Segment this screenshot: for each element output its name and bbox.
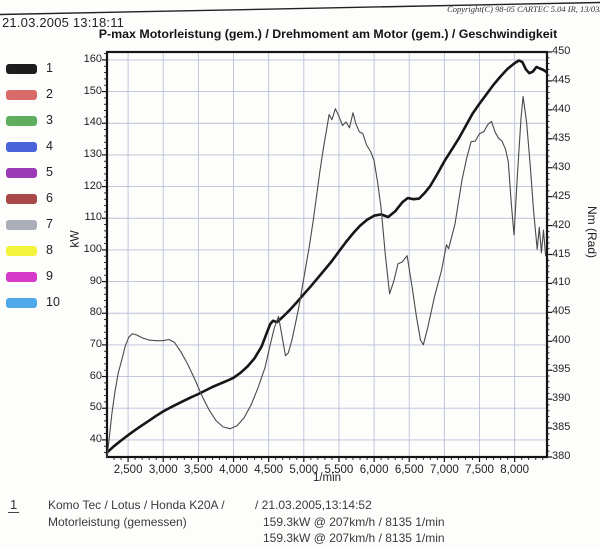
footnote-peak-result: 159.3kW @ 207km/h / 8135 1/min [263, 514, 445, 529]
x-axis-label: 1/min [312, 472, 342, 484]
x-tick-label: 7,500 [465, 464, 494, 476]
legend-run-number: 1 [46, 61, 53, 75]
y-right-tick-label: 425 [552, 189, 571, 202]
y-right-tick-label: 445 [552, 73, 571, 86]
x-tick-label: 6,500 [394, 464, 424, 476]
y-left-tick-label: 160 [83, 52, 102, 65]
y-right-tick-label: 410 [552, 276, 571, 289]
legend-item: 5 [6, 164, 76, 190]
legend-item: 9 [6, 268, 76, 294]
legend-color-swatch [6, 246, 37, 256]
chart-title: P-max Motorleistung (gem.) / Drehmoment … [98, 27, 558, 41]
legend-item: 10 [6, 294, 76, 320]
legend-run-number: 7 [46, 217, 53, 231]
legend-run-number: 4 [46, 139, 53, 153]
legend-color-swatch [6, 220, 37, 230]
legend-run-number: 2 [46, 87, 53, 101]
y-left-tick-label: 70 [89, 337, 102, 350]
run-legend: 1 2 3 4 5 6 7 8 9 10 [6, 60, 76, 320]
x-tick-label: 3,000 [148, 464, 178, 476]
x-tick-label: 6,000 [359, 464, 389, 476]
footnote-vehicle-line2: Motorleistung (gemessen) [48, 515, 187, 529]
y-right-tick-label: 390 [552, 392, 571, 405]
y-left-tick-label: 100 [83, 242, 102, 255]
y-left-tick-label: 60 [89, 369, 102, 382]
y-right-tick-label: 380 [552, 450, 571, 462]
legend-color-swatch [6, 142, 37, 152]
dyno-chart [0, 1, 600, 462]
legend-run-number: 3 [46, 113, 53, 127]
y-left-tick-label: 110 [84, 211, 102, 224]
y-right-tick-label: 450 [552, 45, 571, 57]
x-tick-label: 5,500 [324, 464, 354, 476]
run-number: 1 [8, 497, 20, 513]
legend-item: 3 [6, 112, 76, 138]
legend-run-number: 9 [46, 269, 53, 283]
legend-item: 1 [6, 60, 76, 86]
legend-item: 8 [6, 242, 76, 268]
legend-color-swatch [6, 116, 37, 126]
legend-color-swatch [6, 298, 37, 308]
legend-item: 6 [6, 190, 76, 216]
y-right-tick-label: 405 [552, 305, 571, 318]
legend-run-number: 8 [46, 243, 53, 257]
y-right-tick-label: 430 [552, 160, 571, 173]
y-left-tick-label: 90 [89, 274, 102, 287]
y-left-tick-label: 40 [89, 432, 102, 445]
footnote-clipped-line: 159.3kW @ 207km/h / 8135 1/min [263, 531, 445, 545]
x-tick-label: 3,500 [183, 464, 213, 476]
x-tick-label: 8,000 [500, 464, 530, 476]
curve-torque [106, 95, 547, 458]
footnote-vehicle-line1: Komo Tec / Lotus / Honda K20A / [48, 498, 225, 512]
legend-item: 2 [6, 86, 76, 112]
legend-item: 7 [6, 216, 76, 242]
legend-color-swatch [6, 272, 37, 282]
footnote-results: / 21.03.2005,13:14:52 159.3kW @ 207km/h … [255, 497, 445, 547]
footnote-vehicle: Komo Tec / Lotus / Honda K20A / Motorlei… [48, 497, 225, 531]
legend-color-swatch [6, 64, 37, 74]
y-right-tick-label: 395 [552, 363, 571, 376]
legend-run-number: 5 [46, 165, 53, 179]
curve-power [105, 59, 548, 454]
x-tick-label: 2,500 [113, 464, 143, 476]
y-right-tick-label: 385 [552, 421, 571, 434]
footnote-run-datetime: / 21.03.2005,13:14:52 [255, 498, 372, 512]
x-tick-label: 7,000 [429, 464, 459, 476]
legend-color-swatch [6, 194, 37, 204]
y-left-tick-label: 80 [89, 306, 102, 319]
y-right-tick-label: 400 [552, 334, 571, 347]
legend-color-swatch [6, 168, 37, 178]
y-left-tick-label: 140 [83, 116, 102, 129]
x-tick-label: 5,000 [289, 464, 319, 476]
y-right-tick-label: 415 [552, 247, 571, 260]
y-left-tick-label: 150 [83, 84, 102, 97]
y-right-tick-label: 440 [552, 102, 571, 115]
legend-color-swatch [6, 90, 37, 100]
legend-run-number: 10 [46, 295, 60, 309]
report-datetime: 21.03.2005 13:18:11 [2, 15, 125, 30]
y-left-tick-label: 130 [83, 147, 102, 160]
x-tick-label: 4,500 [254, 464, 284, 476]
y-right-tick-label: 420 [552, 218, 571, 231]
copyright-text: Copyright(C) 98-05 CARTEC 5.04 IR, 13/03… [447, 4, 600, 14]
x-tick-label: 4,000 [219, 464, 248, 476]
y-left-tick-label: 120 [83, 179, 102, 192]
y-left-tick-label: 50 [89, 401, 102, 414]
legend-run-number: 6 [46, 191, 53, 205]
y-right-tick-label: 435 [552, 131, 571, 144]
top-rule [0, 1, 600, 16]
legend-item: 4 [6, 138, 76, 164]
